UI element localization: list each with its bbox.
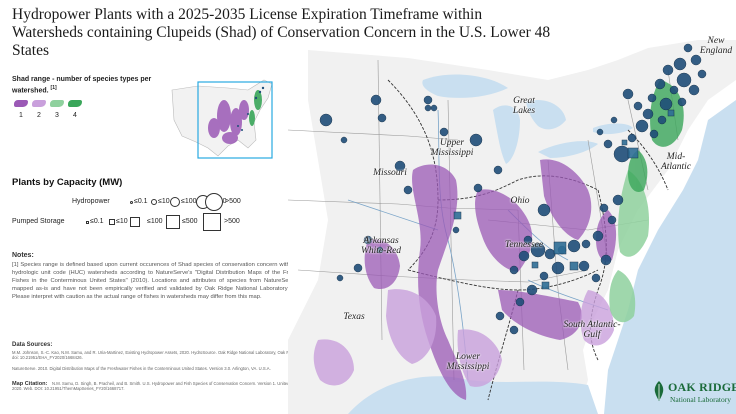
shad-swatch-label-3: 3 (55, 112, 59, 119)
shad-swatch-1 (14, 100, 28, 107)
region-missouri: Missouri (373, 168, 407, 178)
hydro-label-1: ≤0.1 (134, 198, 148, 205)
oak-ridge-logo: OAK RIDGE National Laboratory (650, 378, 736, 410)
pumped-label-2: ≤10 (116, 218, 128, 225)
pumped-symbol-xl (203, 213, 221, 231)
shad-legend-title: Shad range - number of species types per… (12, 76, 152, 95)
great-lakes (422, 74, 633, 164)
pumped-storage-label: Pumped Storage (12, 218, 65, 225)
notes-text: [1] Species range is defined based upon … (12, 262, 312, 300)
hydro-symbol-xs (130, 201, 133, 204)
region-arkansas-white-red: Arkansas White-Red (360, 236, 402, 256)
shad-swatch-4 (68, 100, 82, 107)
map-citation-label: Map Citation: (12, 381, 48, 387)
hydro-symbol-xxl (205, 193, 223, 211)
atlantic-ocean (604, 100, 736, 414)
region-great-lakes: Great Lakes (512, 96, 536, 116)
region-south-atlantic-gulf: South Atlantic-Gulf (563, 320, 621, 340)
notes-title: Notes: (12, 252, 34, 259)
main-map (288, 40, 736, 414)
map-title: Hydropower Plants with a 2025-2035 Licen… (12, 6, 551, 59)
gulf-of-mexico (348, 376, 598, 414)
pumped-symbol-xs (86, 221, 89, 224)
logo-name: OAK RIDGE (668, 380, 736, 394)
pumped-label-1: ≤0.1 (90, 218, 104, 225)
inset-frame (197, 81, 273, 159)
inset-overview-map (171, 79, 273, 159)
region-upper-mississippi: Upper Mississippi (430, 138, 474, 158)
data-source-1: M.M. Johnson, S.-C. Kao, N.M. Samu, and … (12, 350, 307, 361)
capacity-legend-title: Plants by Capacity (MW) (12, 177, 123, 188)
pumped-symbol-l (166, 215, 180, 229)
shad-range-class-2 (313, 289, 614, 387)
region-mid-atlantic: Mid-Atlantic (660, 152, 692, 172)
data-sources-title: Data Sources: (12, 342, 53, 348)
map-citation-title: Map Citation: (12, 381, 47, 387)
inset-shad-areas-green (249, 90, 262, 126)
pumped-label-3: ≤100 (147, 218, 163, 225)
pumped-label-4: ≤500 (182, 218, 198, 225)
region-ohio: Ohio (510, 196, 530, 206)
hydro-symbol-s (151, 199, 157, 205)
oak-leaf-icon (654, 381, 664, 401)
shad-range-class-4 (628, 80, 684, 193)
map-citation-text: N.M. Samu, D. Singh, B. Pracheil, and B.… (12, 381, 304, 392)
hydro-symbol-m (170, 197, 180, 207)
hydro-label-5: >500 (225, 198, 241, 205)
shad-range-class-3 (609, 170, 650, 323)
region-lower-mississippi: Lower Mississippi (446, 352, 490, 372)
shad-legend-title-text: Shad range - number of species types per… (12, 76, 152, 95)
pumped-symbol-m (130, 217, 140, 227)
hydro-label-2: ≤10 (158, 198, 170, 205)
shad-swatch-2 (32, 100, 46, 107)
inset-shad-areas (208, 100, 249, 144)
logo-subtitle: National Laboratory (670, 395, 732, 404)
shad-legend-note-ref: [1] (50, 85, 57, 91)
hydropower-plants (319, 43, 707, 335)
hydro-label-3: ≤100 (181, 198, 197, 205)
hydropower-label: Hydropower (72, 198, 110, 205)
pumped-label-5: >500 (224, 218, 240, 225)
shad-swatch-label-1: 1 (19, 112, 23, 119)
region-texas: Texas (343, 312, 365, 322)
pumped-storage-plants (453, 109, 675, 290)
data-source-2: NatureServe. 2010. Digital Distribution … (12, 366, 271, 371)
pumped-symbol-s (109, 219, 115, 225)
shad-swatch-3 (50, 100, 64, 107)
shad-swatch-label-4: 4 (73, 112, 77, 119)
shad-swatch-label-2: 2 (37, 112, 41, 119)
region-tennessee: Tennessee (504, 240, 544, 250)
inset-plants (237, 86, 265, 131)
shad-range-class-1 (364, 159, 617, 400)
region-new-england: New England (699, 36, 733, 56)
